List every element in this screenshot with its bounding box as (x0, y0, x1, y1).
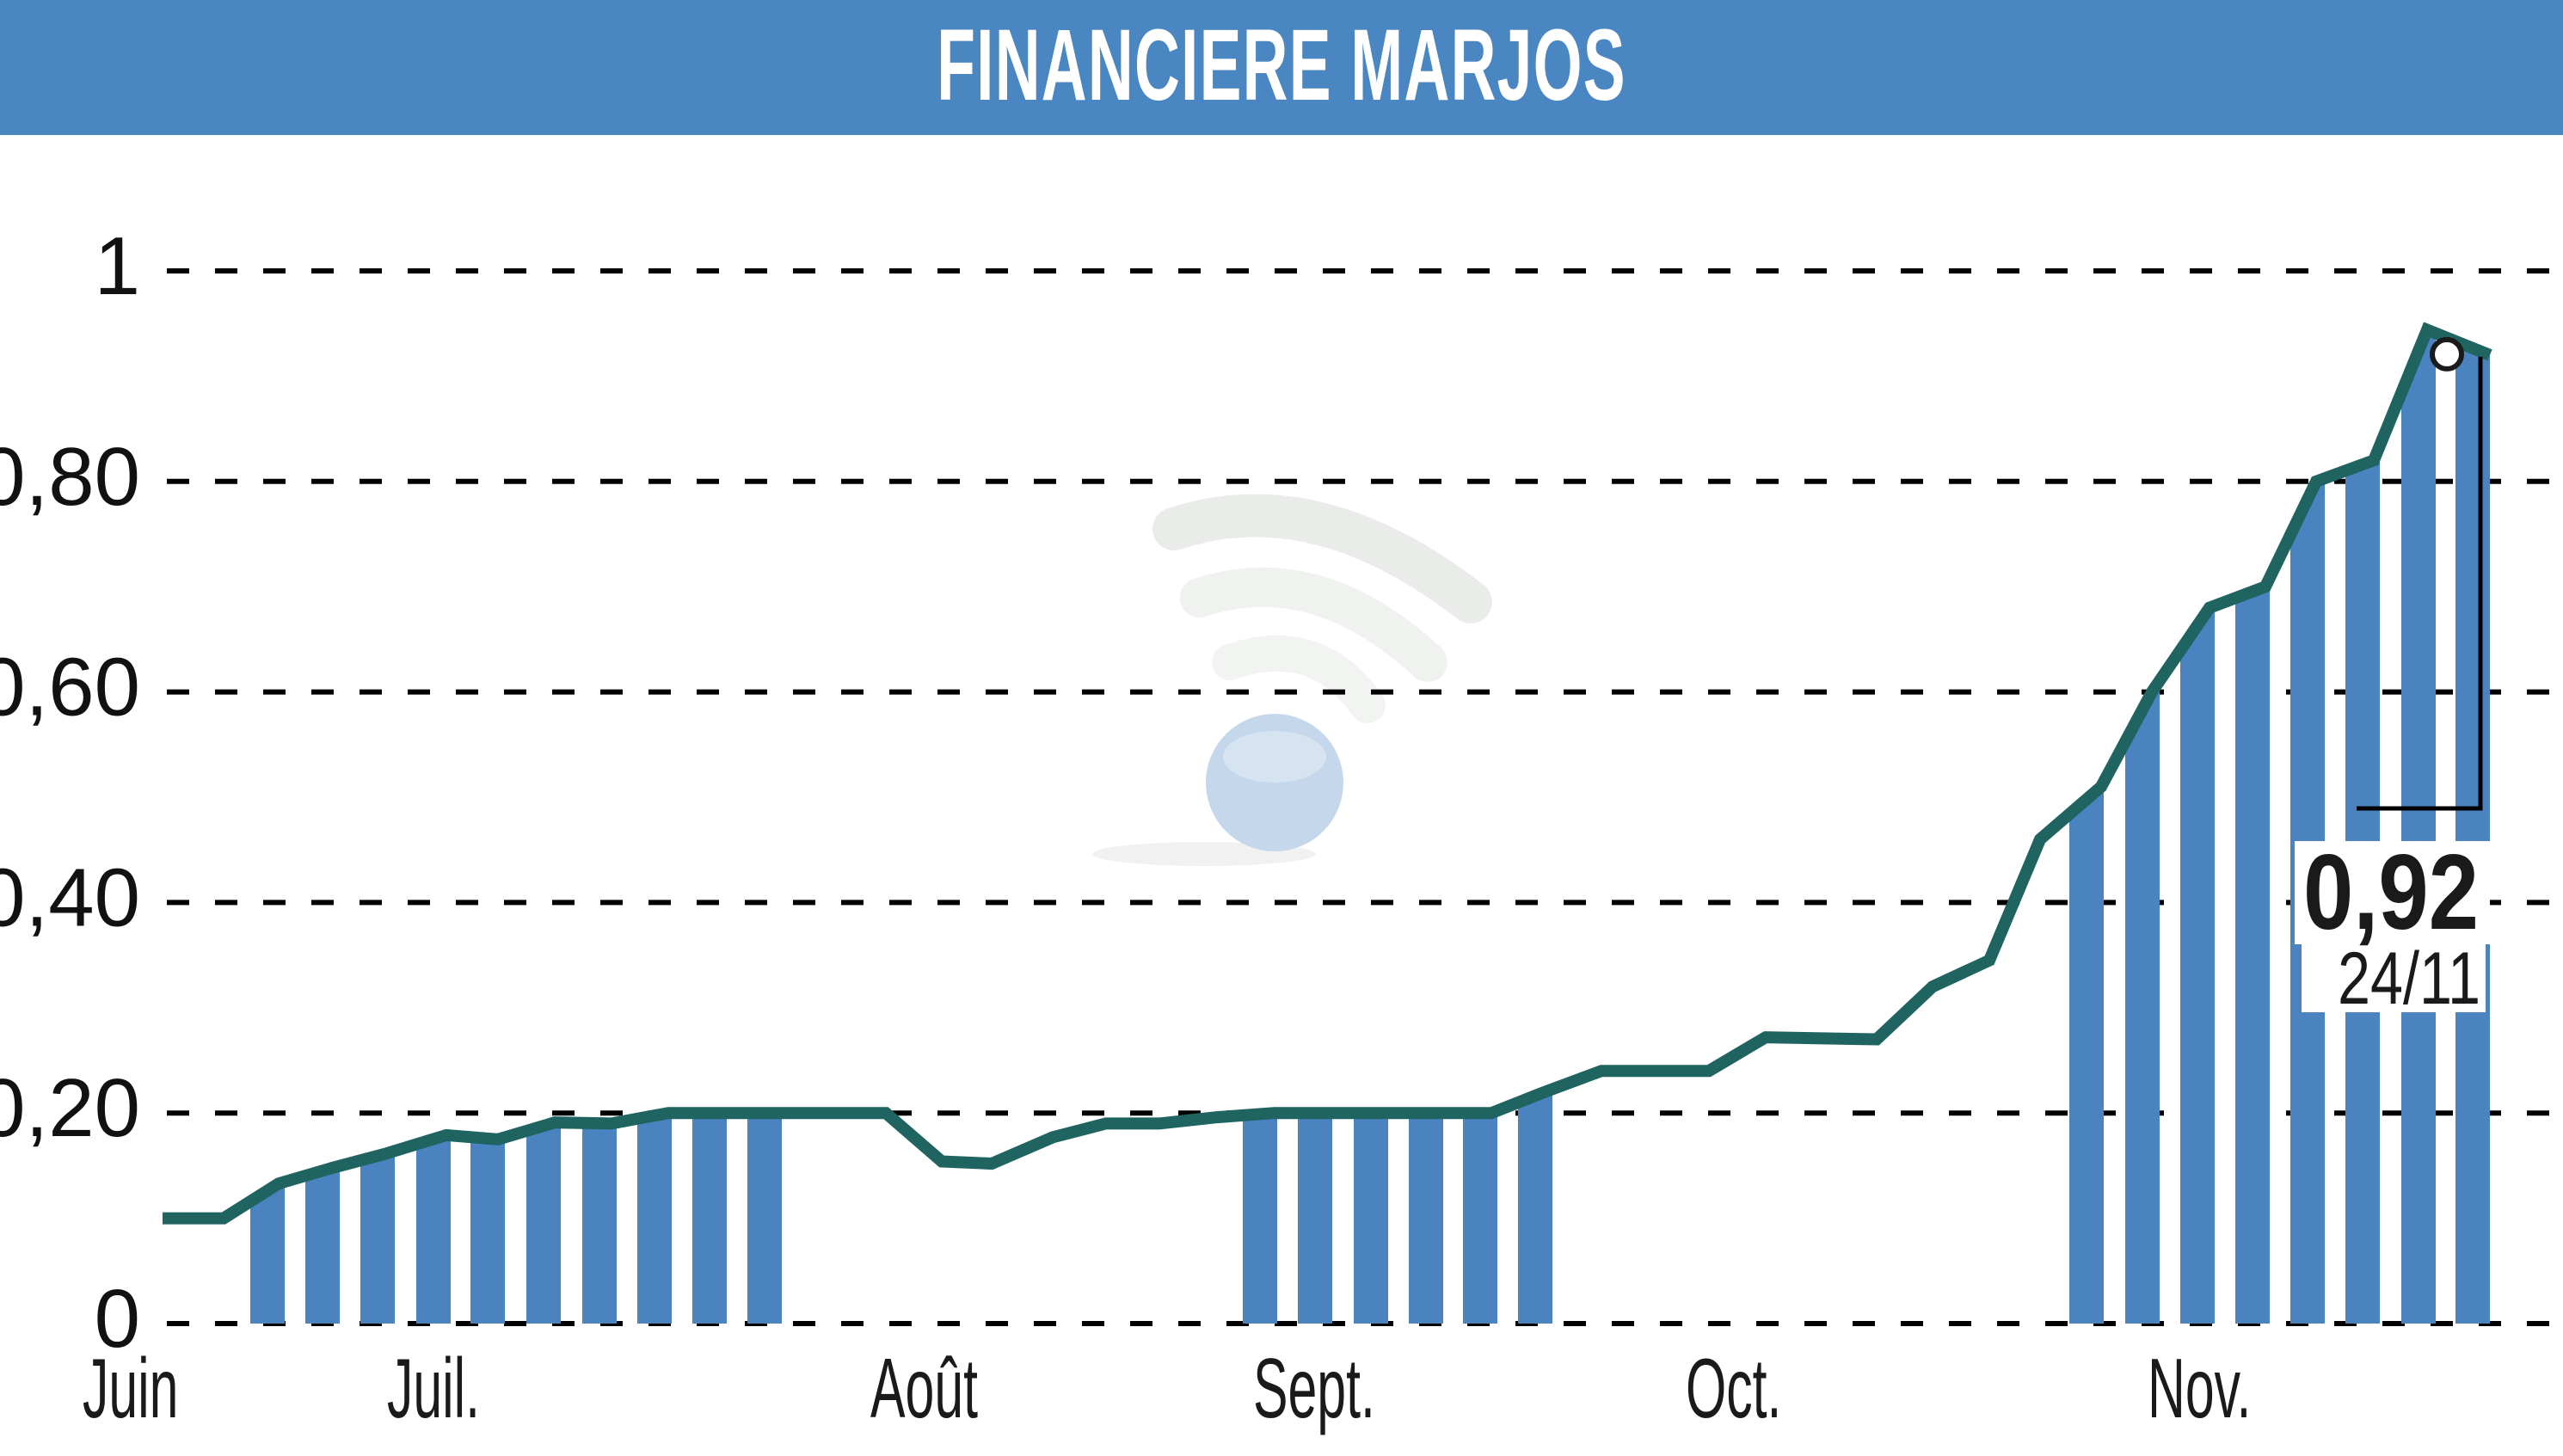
x-axis-labels: Juin Juil. Août Sept. Oct. Nov. (83, 1342, 2251, 1435)
y-tick-label: 0,80 (0, 431, 140, 523)
last-value-annotation: 0,92 24/11 (2295, 336, 2490, 1020)
x-tick-label: Oct. (1686, 1342, 1781, 1435)
volume-bar (2455, 329, 2490, 1324)
x-tick-label: Août (870, 1342, 978, 1435)
volume-bar (1409, 329, 1443, 1324)
annotation-box-top (2295, 841, 2490, 944)
volume-bar (1354, 329, 1388, 1324)
watermark-icon (1092, 494, 1492, 866)
y-tick-label: 0,40 (0, 851, 140, 943)
volume-bar (1463, 329, 1497, 1324)
x-tick-label: Juil. (387, 1342, 480, 1435)
x-tick-label: Nov. (2148, 1342, 2251, 1435)
volume-bar (2345, 329, 2380, 1324)
last-point-marker (2430, 336, 2464, 372)
annotation-box-bottom (2302, 943, 2486, 1012)
y-tick-label: 0,60 (0, 642, 140, 734)
volume-bar (526, 329, 561, 1324)
chart-title: FINANCIERE MARJOS (937, 9, 1626, 122)
y-axis-labels: 0 0,20 0,40 0,60 0,80 1 (0, 220, 140, 1365)
volume-bar (2180, 329, 2215, 1324)
volume-bar (2401, 329, 2436, 1324)
annotation-date: 24/11 (2338, 937, 2480, 1020)
volume-bar (692, 329, 727, 1324)
volume-bar (470, 329, 505, 1324)
volume-bar (582, 329, 617, 1324)
volume-bar (2069, 329, 2104, 1324)
y-tick-label: 0 (95, 1273, 140, 1365)
volume-bar (2290, 329, 2325, 1324)
volume-bar (416, 329, 451, 1324)
volume-bars (250, 329, 2490, 1324)
volume-bar (1518, 329, 1552, 1324)
gridlines (167, 268, 2563, 1326)
volume-bar (2125, 329, 2160, 1324)
price-line (163, 322, 2492, 1225)
volume-bar (2235, 329, 2270, 1324)
x-tick-label: Sept. (1253, 1342, 1375, 1435)
volume-bar (305, 329, 340, 1324)
annotation-connector (2357, 356, 2483, 811)
volume-bar (250, 329, 285, 1324)
annotation-value: 0,92 (2303, 833, 2479, 952)
title-banner: FINANCIERE MARJOS (0, 0, 2563, 135)
y-tick-label: 1 (95, 220, 140, 312)
y-tick-label: 0,20 (0, 1062, 140, 1154)
volume-bar (637, 329, 672, 1324)
x-tick-label: Juin (83, 1342, 178, 1435)
volume-bar (747, 329, 782, 1324)
